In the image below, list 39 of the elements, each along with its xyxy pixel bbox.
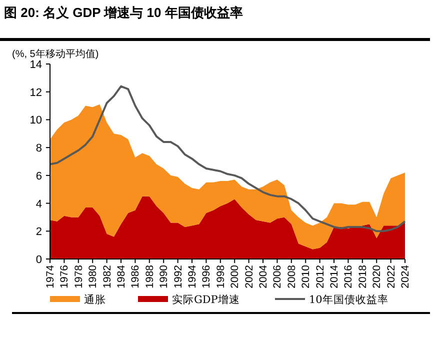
x-tick-label: 2002 — [243, 264, 256, 288]
y-tick-label: 14 — [30, 59, 42, 71]
x-tick-label: 1974 — [44, 264, 56, 288]
x-tick-label: 1976 — [58, 264, 71, 288]
y-tick-label: 2 — [36, 226, 42, 238]
y-axis-title: (%, 5年移动平均值) — [12, 48, 99, 60]
x-tick-label: 2000 — [229, 264, 242, 288]
x-tick-label: 1984 — [116, 264, 128, 288]
y-tick-label: 6 — [36, 170, 42, 182]
x-tick-label: 2020 — [371, 264, 384, 288]
x-tick-label: 1990 — [158, 264, 170, 288]
x-tick-label: 2006 — [272, 264, 284, 288]
y-tick-label: 8 — [36, 142, 42, 155]
x-tick-label: 2018 — [356, 264, 369, 288]
x-tick-label: 1988 — [144, 264, 156, 288]
x-tick-label: 1994 — [186, 264, 198, 288]
x-tick-label: 2024 — [400, 264, 412, 288]
legend-label: 通胀 — [84, 293, 106, 306]
x-tick-label: 1978 — [72, 264, 85, 288]
x-tick-label: 2010 — [300, 264, 312, 288]
x-tick-label: 2012 — [314, 264, 326, 288]
x-tick-label: 1982 — [101, 264, 114, 288]
x-tick-label: 1996 — [200, 264, 213, 288]
x-tick-label: 2022 — [385, 264, 398, 288]
x-tick-label: 2008 — [286, 264, 298, 288]
x-tick-label: 2016 — [342, 264, 355, 288]
x-tick-label: 2004 — [258, 264, 270, 288]
x-tick-label: 1998 — [214, 264, 227, 288]
x-tick-label: 1992 — [172, 264, 184, 288]
x-tick-label: 1986 — [130, 264, 142, 288]
x-tick-label: 1980 — [87, 264, 100, 288]
y-tick-label: 12 — [30, 86, 42, 99]
y-tick-label: 0 — [36, 254, 42, 266]
y-tick-label: 10 — [30, 114, 42, 127]
y-tick-label: 4 — [36, 198, 42, 210]
x-tick-label: 2014 — [328, 264, 340, 288]
legend-label: 10年国债收益率 — [309, 293, 388, 306]
legend-label: 实际GDP增速 — [172, 293, 240, 306]
chart-title: 图 20: 名义 GDP 增速与 10 年国债收益率 — [4, 5, 243, 20]
